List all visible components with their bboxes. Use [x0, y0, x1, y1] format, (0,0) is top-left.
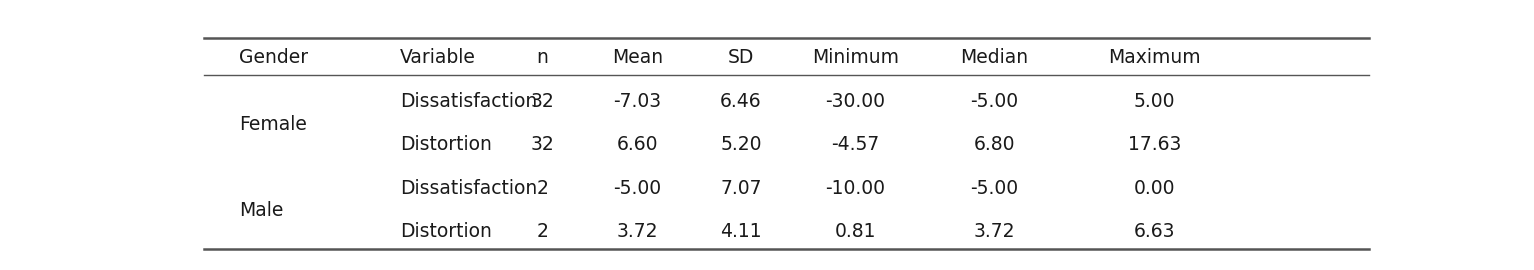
Text: Variable: Variable [400, 48, 476, 67]
Text: Distortion: Distortion [400, 135, 492, 154]
Text: -5.00: -5.00 [969, 179, 1019, 198]
Text: 0.00: 0.00 [1134, 179, 1175, 198]
Text: 6.46: 6.46 [719, 92, 762, 110]
Text: 2: 2 [537, 222, 548, 241]
Text: n: n [537, 48, 548, 67]
Text: Mean: Mean [612, 48, 663, 67]
Text: 6.60: 6.60 [617, 135, 658, 154]
Text: 2: 2 [537, 179, 548, 198]
Text: 3.72: 3.72 [617, 222, 658, 241]
Text: 6.63: 6.63 [1134, 222, 1175, 241]
Text: Maximum: Maximum [1109, 48, 1201, 67]
Text: Male: Male [239, 201, 284, 220]
Text: -5.00: -5.00 [969, 92, 1019, 110]
Text: 32: 32 [531, 92, 554, 110]
Text: 32: 32 [531, 135, 554, 154]
Text: Minimum: Minimum [811, 48, 899, 67]
Text: Dissatisfaction: Dissatisfaction [400, 92, 537, 110]
Text: 7.07: 7.07 [721, 179, 762, 198]
Text: 6.80: 6.80 [974, 135, 1016, 154]
Text: Median: Median [960, 48, 1028, 67]
Text: -7.03: -7.03 [614, 92, 661, 110]
Text: SD: SD [727, 48, 755, 67]
Text: 4.11: 4.11 [719, 222, 762, 241]
Text: -4.57: -4.57 [831, 135, 879, 154]
Text: -10.00: -10.00 [825, 179, 885, 198]
Text: Dissatisfaction: Dissatisfaction [400, 179, 537, 198]
Text: 0.81: 0.81 [834, 222, 876, 241]
Text: -30.00: -30.00 [825, 92, 885, 110]
Text: 3.72: 3.72 [974, 222, 1016, 241]
Text: -5.00: -5.00 [614, 179, 661, 198]
Text: Distortion: Distortion [400, 222, 492, 241]
Text: 17.63: 17.63 [1127, 135, 1181, 154]
Text: 5.20: 5.20 [721, 135, 762, 154]
Text: 5.00: 5.00 [1134, 92, 1175, 110]
Text: Female: Female [239, 115, 307, 134]
Text: Gender: Gender [239, 48, 308, 67]
